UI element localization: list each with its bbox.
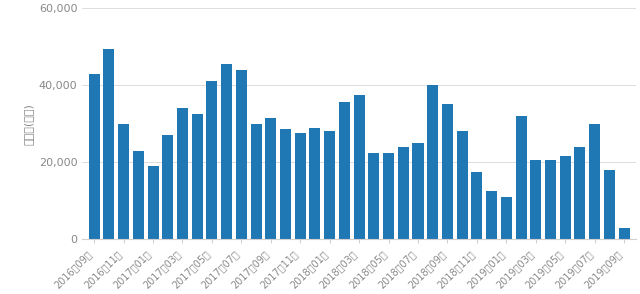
Bar — [442, 104, 453, 239]
Bar — [369, 153, 380, 239]
Bar — [412, 143, 424, 239]
Bar — [163, 135, 173, 239]
Bar — [104, 49, 115, 239]
Bar — [251, 124, 262, 239]
Bar — [604, 170, 615, 239]
Bar — [280, 129, 291, 239]
Bar — [177, 108, 188, 239]
Bar — [545, 160, 556, 239]
Bar — [574, 147, 586, 239]
Bar — [397, 147, 409, 239]
Bar — [354, 95, 365, 239]
Bar — [221, 64, 232, 239]
Bar — [207, 81, 218, 239]
Bar — [148, 166, 159, 239]
Bar — [456, 131, 468, 239]
Bar — [295, 133, 306, 239]
Bar — [500, 197, 512, 239]
Y-axis label: 거래량(건수): 거래량(건수) — [24, 103, 33, 145]
Bar — [118, 124, 129, 239]
Bar — [339, 103, 350, 239]
Bar — [192, 114, 203, 239]
Bar — [324, 131, 335, 239]
Bar — [236, 70, 247, 239]
Bar — [266, 118, 276, 239]
Bar — [471, 172, 483, 239]
Bar — [486, 191, 497, 239]
Bar — [589, 124, 600, 239]
Bar — [383, 153, 394, 239]
Bar — [427, 85, 438, 239]
Bar — [515, 116, 527, 239]
Bar — [618, 228, 630, 239]
Bar — [559, 156, 571, 239]
Bar — [310, 128, 321, 239]
Bar — [133, 151, 144, 239]
Bar — [530, 160, 541, 239]
Bar — [89, 74, 100, 239]
